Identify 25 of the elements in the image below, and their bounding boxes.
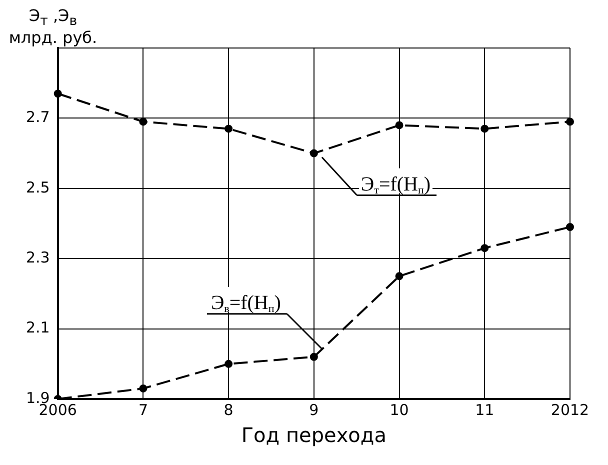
x-tick-label: 2012	[550, 400, 590, 419]
x-tick-label: 11	[475, 400, 494, 419]
x-axis-title: Год перехода	[241, 423, 387, 448]
point	[224, 360, 233, 368]
x-tick-label: 7	[138, 400, 148, 419]
point	[395, 121, 404, 130]
y-tick-label: 2.7	[26, 108, 50, 126]
point	[54, 90, 62, 98]
point	[310, 352, 318, 361]
point	[310, 149, 318, 158]
point	[395, 272, 404, 280]
y-tick-label: 2.5	[26, 178, 50, 196]
y-tick-label: 2.3	[26, 248, 50, 266]
point	[566, 223, 574, 232]
point	[139, 118, 148, 126]
x-tick-label: 9	[309, 400, 319, 419]
point	[480, 124, 489, 133]
point	[566, 118, 574, 126]
y-axis-title: Э$_{т}$ ,Э$_{в}$ млрд. руб.	[8, 6, 98, 48]
point	[480, 244, 489, 252]
point	[139, 384, 148, 392]
x-tick-label: 10	[390, 400, 409, 419]
x-tick-label: 8	[224, 400, 234, 419]
y-tick-label: 2.1	[26, 318, 50, 337]
point	[224, 124, 233, 133]
